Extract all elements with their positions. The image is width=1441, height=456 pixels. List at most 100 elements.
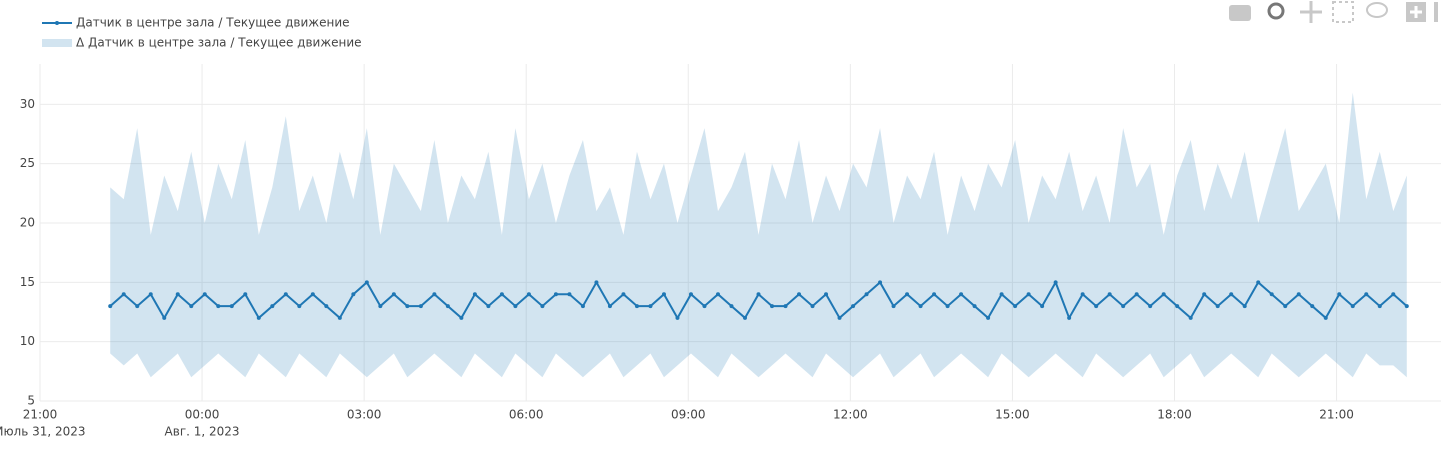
point-marker [148, 292, 153, 297]
x-tick-label: 03:00 [347, 408, 382, 422]
point-marker [634, 304, 639, 309]
x-date-label: Авг. 1, 2023 [165, 425, 240, 439]
point-marker [1094, 304, 1099, 309]
point-marker [351, 292, 356, 297]
point-marker [729, 304, 734, 309]
point-marker [162, 315, 167, 320]
legend: Датчик в центре зала / Текущее движение Δ… [42, 16, 362, 50]
point-marker [945, 304, 950, 309]
y-tick-label: 15 [20, 275, 35, 289]
point-marker [1080, 292, 1085, 297]
point-marker [202, 292, 207, 297]
lasso-icon[interactable] [1366, 2, 1388, 18]
x-tick-label: 21:00 [23, 408, 58, 422]
point-marker [756, 292, 761, 297]
point-marker [688, 292, 693, 297]
point-marker [216, 304, 221, 309]
point-marker [824, 292, 829, 297]
point-marker [770, 304, 775, 309]
zoom-out-icon[interactable] [1434, 2, 1438, 22]
point-marker [580, 304, 585, 309]
point-marker [135, 304, 140, 309]
point-marker [702, 304, 707, 309]
point-marker [324, 304, 329, 309]
point-marker [1404, 304, 1409, 309]
band-area [110, 92, 1407, 378]
point-marker [432, 292, 437, 297]
point-marker [1013, 304, 1018, 309]
point-marker [864, 292, 869, 297]
point-marker [1269, 292, 1274, 297]
legend-marker [55, 21, 59, 25]
point-marker [1053, 280, 1058, 285]
point-marker [526, 292, 531, 297]
point-marker [999, 292, 1004, 297]
camera-icon[interactable] [1229, 5, 1251, 21]
point-marker [1040, 304, 1045, 309]
y-tick-label: 30 [20, 97, 35, 111]
point-marker [932, 292, 937, 297]
point-marker [1215, 304, 1220, 309]
y-tick-label: 25 [20, 156, 35, 170]
point-marker [1134, 292, 1139, 297]
point-marker [1161, 292, 1166, 297]
pan-icon[interactable] [1300, 1, 1322, 23]
x-tick-label: 15:00 [995, 408, 1030, 422]
point-marker [1121, 304, 1126, 309]
point-marker [621, 292, 626, 297]
point-marker [797, 292, 802, 297]
point-marker [256, 315, 261, 320]
point-marker [445, 304, 450, 309]
point-marker [837, 315, 842, 320]
point-marker [553, 292, 558, 297]
select-icon[interactable] [1332, 1, 1354, 23]
point-marker [391, 292, 396, 297]
point-marker [972, 304, 977, 309]
point-marker [175, 292, 180, 297]
y-tick-label: 10 [20, 334, 35, 348]
y-tick-label: 5 [27, 394, 35, 408]
point-marker [715, 292, 720, 297]
point-marker [513, 304, 518, 309]
point-marker [675, 315, 680, 320]
legend-label: Δ Датчик в центре зала / Текущее движени… [76, 36, 362, 50]
legend-label: Датчик в центре зала / Текущее движение [76, 16, 350, 30]
point-marker [878, 280, 883, 285]
x-tick-label: 06:00 [509, 408, 544, 422]
point-marker [364, 280, 369, 285]
point-marker [337, 315, 342, 320]
point-marker [1242, 304, 1247, 309]
point-marker [1175, 304, 1180, 309]
x-tick-label: 09:00 [671, 408, 706, 422]
zoom-icon[interactable] [1267, 2, 1285, 20]
point-marker [986, 315, 991, 320]
point-marker [229, 304, 234, 309]
point-marker [486, 304, 491, 309]
point-marker [648, 304, 653, 309]
point-marker [1296, 292, 1301, 297]
point-marker [567, 292, 572, 297]
point-marker [891, 304, 896, 309]
point-marker [1350, 304, 1355, 309]
point-marker [472, 292, 477, 297]
point-marker [905, 292, 910, 297]
point-marker [1323, 315, 1328, 320]
point-marker [851, 304, 856, 309]
x-tick-label: 12:00 [833, 408, 868, 422]
point-marker [108, 304, 113, 309]
point-marker [283, 292, 288, 297]
point-marker [1310, 304, 1315, 309]
point-marker [1364, 292, 1369, 297]
x-tick-label: 21:00 [1319, 408, 1354, 422]
x-tick-label: 18:00 [1157, 408, 1192, 422]
legend-swatch [42, 39, 72, 47]
point-marker [459, 315, 464, 320]
x-date-label: Июль 31, 2023 [0, 425, 86, 439]
point-marker [810, 304, 815, 309]
point-marker [1107, 292, 1112, 297]
point-marker [297, 304, 302, 309]
point-marker [540, 304, 545, 309]
point-marker [783, 304, 788, 309]
point-marker [121, 292, 126, 297]
